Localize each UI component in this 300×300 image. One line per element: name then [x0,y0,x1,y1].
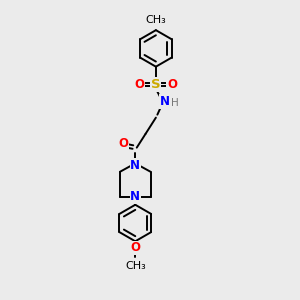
Text: O: O [118,137,128,150]
Text: N: N [160,95,170,108]
Text: H: H [171,98,179,108]
Text: O: O [167,78,177,91]
Text: N: N [130,190,140,203]
Text: CH₃: CH₃ [125,261,146,271]
Text: CH₃: CH₃ [146,15,166,25]
Text: N: N [130,159,140,172]
Text: O: O [130,241,140,254]
Text: S: S [151,78,161,91]
Text: O: O [135,78,145,91]
